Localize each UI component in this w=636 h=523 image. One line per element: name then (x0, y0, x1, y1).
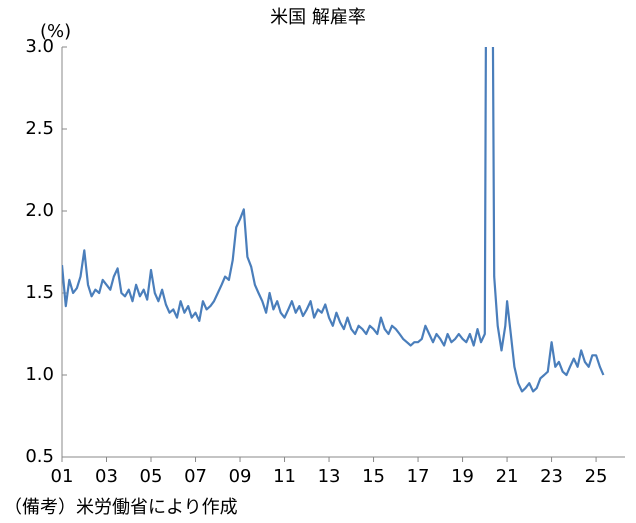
y-tick-label: 3.0 (25, 36, 54, 57)
y-tick-label: 1.5 (25, 282, 54, 303)
chart-title: 米国 解雇率 (270, 7, 366, 28)
x-tick-label: 05 (140, 466, 163, 487)
y-tick-label: 2.0 (25, 200, 54, 221)
x-tick-label: 13 (318, 466, 341, 487)
x-tick-label: 21 (496, 466, 519, 487)
y-tick-label: 0.5 (25, 446, 54, 467)
x-tick-label: 17 (407, 466, 430, 487)
data-line (62, 47, 605, 393)
y-tick-label: 2.5 (25, 118, 54, 139)
x-tick-label: 01 (51, 466, 74, 487)
x-tick-label: 07 (184, 466, 207, 487)
x-tick-label: 11 (273, 466, 296, 487)
x-tick-label: 09 (229, 466, 252, 487)
source-note: （備考）米労働省により作成 (4, 497, 238, 518)
y-unit: (%) (40, 21, 71, 42)
x-tick-label: 03 (95, 466, 118, 487)
x-tick-label: 25 (585, 466, 608, 487)
x-tick-label: 19 (451, 466, 474, 487)
x-tick-label: 23 (540, 466, 563, 487)
x-tick-label: 15 (362, 466, 385, 487)
y-tick-label: 1.0 (25, 364, 54, 385)
